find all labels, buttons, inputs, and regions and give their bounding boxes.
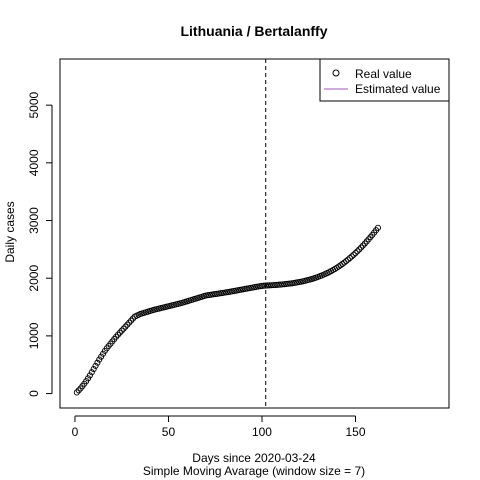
data-point <box>129 315 136 322</box>
x-axis-sublabel: Simple Moving Avarage (window size = 7) <box>143 464 365 478</box>
data-point <box>124 321 131 328</box>
legend-symbol-real-value <box>332 69 340 77</box>
y-tick-label: 0 <box>27 390 41 397</box>
data-point <box>122 323 129 330</box>
data-point <box>86 372 93 379</box>
data-point <box>92 362 99 369</box>
x-tick-label: 50 <box>162 425 176 439</box>
data-point <box>114 331 122 338</box>
data-point <box>126 319 133 326</box>
legend-label-estimated-value: Estimated value <box>355 82 441 96</box>
data-point <box>352 250 359 257</box>
data-point <box>346 255 353 262</box>
data-point <box>120 325 127 332</box>
y-axis-label: Daily cases <box>3 201 17 262</box>
legend-label-real-value: Real value <box>355 67 412 81</box>
y-tick-label: 5000 <box>27 91 41 118</box>
data-point <box>359 242 367 249</box>
data-point <box>88 369 95 376</box>
data-point <box>275 281 282 288</box>
data-point <box>374 224 381 231</box>
data-point <box>358 244 365 251</box>
data-point <box>118 327 125 334</box>
data-point <box>343 258 350 265</box>
data-point <box>356 246 363 253</box>
y-tick-label: 4000 <box>27 149 41 176</box>
data-point <box>128 317 135 324</box>
data-point <box>90 366 97 373</box>
legend: Real value Estimated value <box>319 58 450 102</box>
data-point <box>94 359 101 366</box>
data-point <box>354 248 361 255</box>
chart-title: Lithuania / Bertalanffy <box>180 23 327 39</box>
data-point <box>348 253 355 260</box>
x-axis: 0 50 100 150 <box>72 415 366 439</box>
data-point <box>279 281 286 288</box>
real-value-points <box>73 224 381 396</box>
x-axis-label: Days since 2020-03-24 <box>192 451 316 465</box>
data-point <box>277 281 284 288</box>
data-point <box>73 389 80 396</box>
y-axis: 0 1000 2000 3000 4000 5000 <box>27 91 53 397</box>
data-point <box>344 256 352 263</box>
plot-frame <box>59 58 450 409</box>
x-tick-label: 150 <box>345 425 365 439</box>
x-tick-label: 0 <box>72 425 79 439</box>
data-point <box>116 329 123 336</box>
y-tick-label: 3000 <box>27 207 41 234</box>
data-point <box>273 281 280 288</box>
data-point <box>75 387 82 394</box>
y-tick-label: 1000 <box>27 322 41 349</box>
data-point <box>341 259 348 266</box>
x-tick-label: 100 <box>252 425 272 439</box>
legend-box <box>319 58 450 102</box>
data-point <box>350 251 357 258</box>
data-point <box>113 333 120 340</box>
y-tick-label: 2000 <box>27 265 41 292</box>
